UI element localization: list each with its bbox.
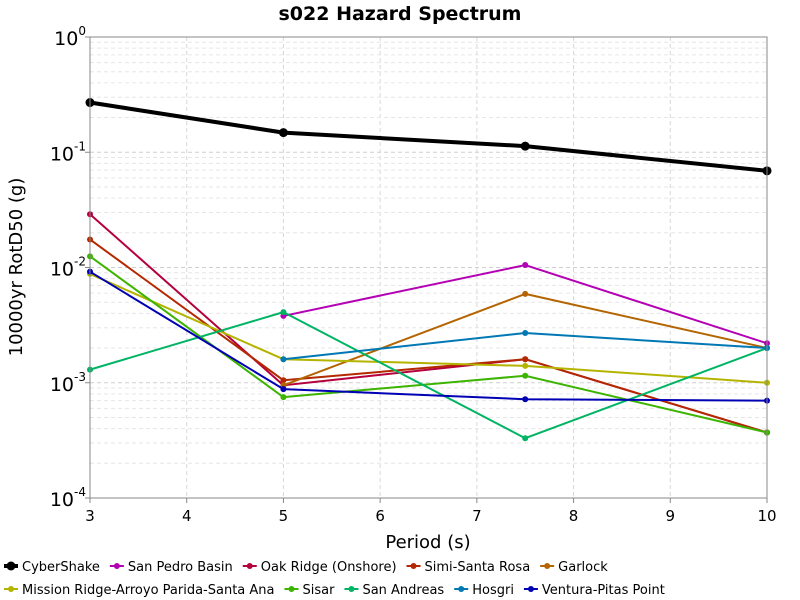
legend-label: CyberShake [22, 560, 100, 575]
legend-swatch-marker [527, 586, 534, 592]
series-hosgri [280, 330, 770, 363]
data-point [280, 377, 287, 384]
y-tick-label: 10-4 [50, 485, 86, 511]
legend-swatch-marker [6, 561, 16, 571]
legend-swatch-marker [544, 563, 551, 569]
data-point [522, 396, 529, 403]
y-axis-label: 10000yr RotD50 (g) [6, 178, 27, 357]
series-cybershake [85, 98, 772, 176]
legend-swatch-marker [410, 563, 417, 569]
series-line [89, 100, 768, 173]
legend-label: Mission Ridge-Arroyo Parida-Santa Ana [22, 583, 275, 598]
legend-item: San Pedro Basin [109, 560, 233, 575]
data-point [522, 330, 529, 337]
legend-label: Hosgri [472, 583, 514, 598]
legend-label: San Pedro Basin [128, 560, 233, 575]
series-line [89, 270, 768, 402]
data-point [280, 386, 287, 393]
series-line [89, 255, 768, 434]
legend-label: Simi-Santa Rosa [425, 560, 531, 575]
data-point [522, 435, 529, 442]
y-tick-label: 10-3 [50, 370, 86, 396]
legend-item: Garlock [540, 560, 608, 575]
legend-item: San Andreas [344, 583, 444, 598]
y-tick-label: 100 [54, 24, 86, 50]
data-point [522, 262, 529, 269]
y-tick-label: 10-1 [50, 139, 86, 165]
legend-swatch-marker [246, 563, 253, 569]
x-axis-ticks: 3 4 5 6 7 8 9 10 [85, 498, 777, 525]
series-line [89, 272, 768, 384]
x-tick-label: 6 [375, 507, 385, 525]
legend-item: Mission Ridge-Arroyo Parida-Santa Ana [4, 583, 275, 598]
data-point [522, 290, 529, 297]
data-point [280, 309, 287, 316]
data-point [520, 141, 530, 151]
x-tick-label: 5 [279, 507, 289, 525]
legend-label: Oak Ridge (Onshore) [261, 560, 397, 575]
chart-title: s022 Hazard Spectrum [279, 3, 522, 25]
legend-label: Ventura-Pitas Point [542, 583, 665, 598]
x-tick-label: 7 [472, 507, 482, 525]
x-tick-label: 4 [182, 507, 192, 525]
series-layer [85, 98, 772, 442]
legend-swatch-marker [348, 586, 355, 592]
series-sisar [87, 253, 770, 436]
data-point [280, 356, 287, 363]
legend-label: Garlock [558, 560, 608, 575]
legend-item: CyberShake [4, 560, 100, 575]
series-line [89, 238, 768, 434]
legend-swatch-marker [113, 563, 120, 569]
data-point [522, 362, 529, 369]
data-point [280, 394, 287, 401]
legend: CyberShake San Pedro Basin Oak Ridge (Onsh… [4, 560, 665, 598]
x-tick-label: 8 [569, 507, 579, 525]
legend-swatch-marker [8, 586, 14, 592]
legend-item: Simi-Santa Rosa [406, 560, 531, 575]
legend-item: Sisar [284, 583, 336, 598]
x-tick-label: 9 [666, 507, 676, 525]
legend-label: San Andreas [362, 583, 444, 598]
data-point [278, 128, 288, 138]
x-tick-label: 3 [85, 507, 95, 525]
legend-item: Ventura-Pitas Point [523, 583, 665, 598]
x-tick-label: 10 [757, 507, 776, 525]
series-line [89, 311, 768, 440]
legend-swatch-marker [288, 586, 295, 592]
legend-item: Hosgri [454, 583, 514, 598]
data-point [522, 372, 529, 379]
y-tick-label: 10-2 [50, 255, 86, 281]
data-point [522, 356, 529, 363]
y-axis-ticks: 100 10-1 10-2 10-3 10-4 [50, 24, 90, 511]
legend-swatch-marker [458, 586, 465, 592]
legend-label: Sisar [303, 583, 336, 598]
legend-item: Oak Ridge (Onshore) [242, 560, 397, 575]
x-axis-label: Period (s) [385, 532, 470, 553]
